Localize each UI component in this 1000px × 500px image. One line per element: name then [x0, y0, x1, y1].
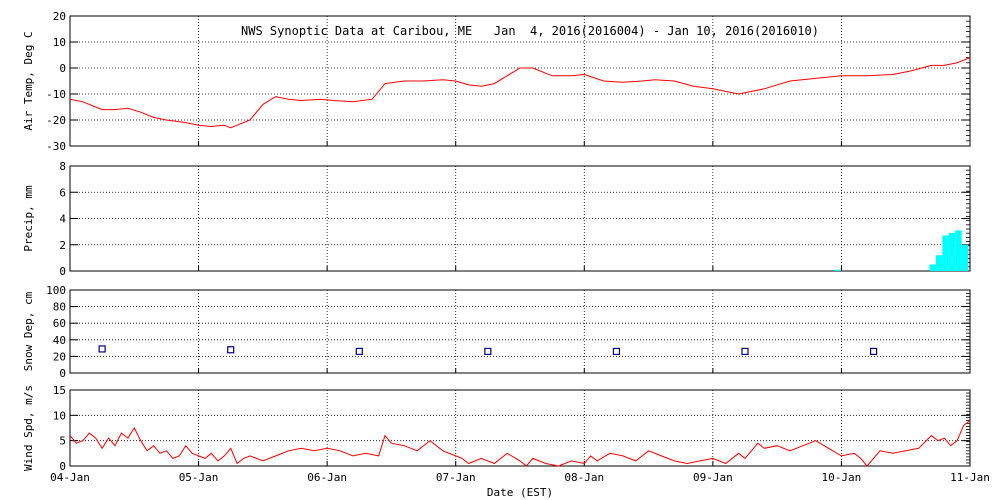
- precip-bar: [929, 264, 936, 271]
- precip-ytick-label: 6: [59, 186, 66, 199]
- precip-ytick-label: 4: [59, 213, 66, 226]
- x-tick-label: 09-Jan: [693, 471, 733, 484]
- wind-series-line: [69, 420, 971, 467]
- snow-frame: [69, 289, 971, 374]
- snow-depth-point: [612, 347, 621, 356]
- x-tick-label: 08-Jan: [564, 471, 604, 484]
- x-tick-label: 07-Jan: [436, 471, 476, 484]
- x-tick-label: 11-Jan: [950, 471, 990, 484]
- temp-panel: -30 -20 -10 0 10 20 Air Temp, Deg C: [22, 10, 971, 153]
- x-axis-label: Date (EST): [487, 486, 553, 499]
- x-tick-label: 05-Jan: [179, 471, 219, 484]
- precip-bar: [961, 244, 969, 271]
- precip-ylabel: Precip, mm: [22, 185, 35, 252]
- precip-bar: [942, 235, 949, 271]
- precip-ytick-label: 0: [59, 265, 66, 278]
- temp-ytick-label: 20: [53, 10, 66, 23]
- wind-ytick-label: 0: [59, 460, 66, 473]
- wind-ytick-label: 10: [53, 409, 66, 422]
- precip-panel: 0 2 4 6 8 Precip, mm: [22, 160, 971, 278]
- precip-bar: [834, 269, 841, 271]
- snow-ytick-label: 20: [53, 350, 66, 363]
- snow-depth-point: [355, 347, 363, 356]
- wind-panel: 0 5 10 15 Wind Spd, m/s: [22, 384, 971, 473]
- temp-ytick-label: 10: [53, 36, 66, 49]
- temp-ytick-label: -30: [46, 140, 66, 153]
- temp-series-line: [69, 57, 971, 129]
- snow-ytick-label: 100: [46, 284, 66, 297]
- precip-bar: [955, 230, 962, 271]
- temp-ylabel: Air Temp, Deg C: [22, 31, 35, 130]
- temp-ytick-label: 0: [59, 62, 66, 75]
- temp-ytick-label: -10: [46, 88, 66, 101]
- snow-depth-point: [869, 347, 878, 356]
- temp-frame: [69, 15, 971, 147]
- snow-depth-point: [741, 347, 749, 356]
- wind-ylabel: Wind Spd, m/s: [22, 385, 35, 471]
- precip-bar: [935, 255, 943, 271]
- precip-bar: [948, 232, 956, 271]
- wind-ytick-label: 5: [59, 435, 66, 448]
- chart-title: NWS Synoptic Data at Caribou, ME Jan 4, …: [241, 24, 819, 38]
- snow-ytick-label: 40: [53, 334, 66, 347]
- precip-frame: [69, 165, 971, 272]
- wind-frame: [69, 389, 971, 467]
- snow-ytick-label: 60: [53, 317, 66, 330]
- precip-ytick-label: 2: [59, 239, 66, 252]
- snow-depth-point: [227, 346, 235, 354]
- snow-depth-point: [484, 347, 492, 356]
- x-tick-label: 10-Jan: [822, 471, 862, 484]
- snow-ytick-label: 80: [53, 301, 66, 314]
- temp-ytick-label: -20: [46, 114, 66, 127]
- precip-ytick-label: 8: [59, 160, 66, 173]
- snow-ytick-label: 0: [59, 367, 66, 380]
- snow-ylabel: Snow Dep, cm: [22, 291, 35, 371]
- x-tick-label: 04-Jan: [50, 471, 90, 484]
- snow-panel: 0 20 40 60 80 100 Snow Dep, cm: [22, 284, 971, 380]
- snow-depth-point: [98, 345, 106, 353]
- wind-ytick-label: 15: [53, 384, 66, 397]
- x-tick-label: 06-Jan: [307, 471, 347, 484]
